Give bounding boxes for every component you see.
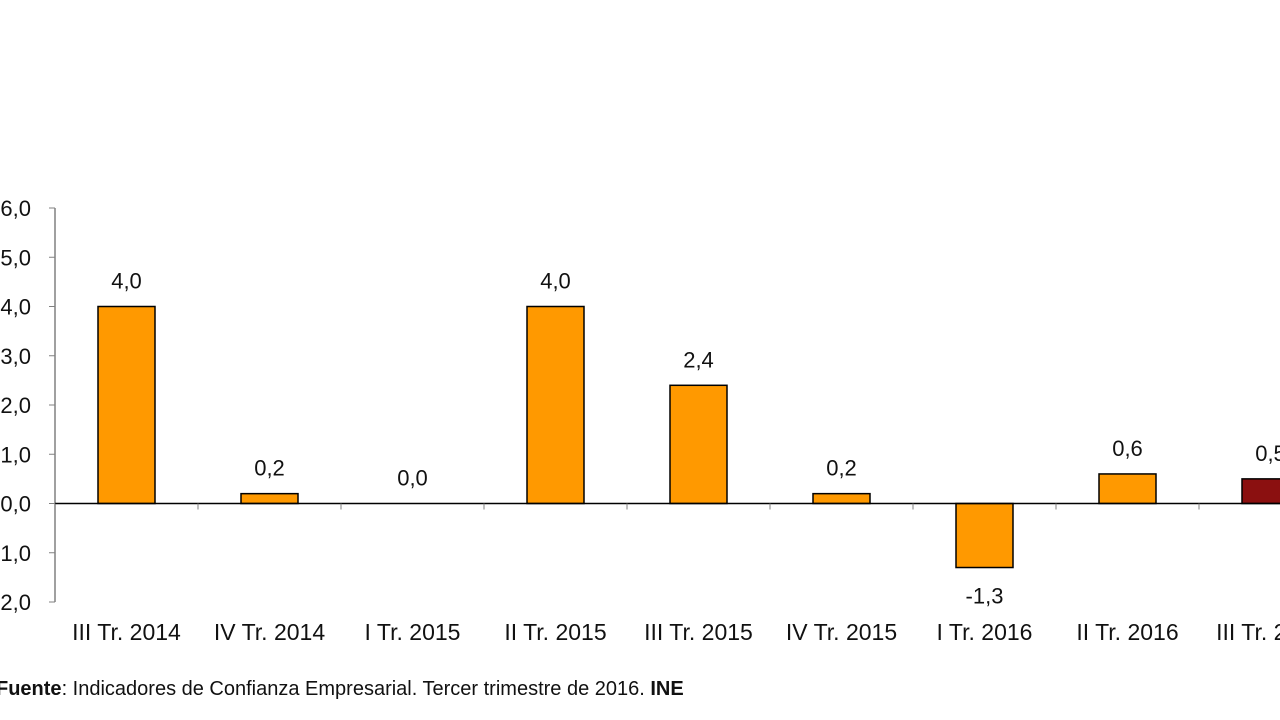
- source-note: Fuente: Indicadores de Confianza Empresa…: [0, 678, 684, 701]
- y-tick-label: 2,0: [0, 393, 31, 418]
- bar: [812, 492, 871, 505]
- bar: [1241, 478, 1280, 505]
- data-label: 0,5: [1255, 441, 1280, 466]
- y-tick-label: -1,0: [0, 541, 31, 566]
- x-tick-label: I Tr. 2015: [365, 619, 461, 645]
- bar: [669, 384, 728, 505]
- data-label: 0,2: [826, 456, 857, 481]
- bar: [97, 305, 156, 505]
- source-prefix: Fuente: [0, 678, 62, 700]
- x-tick-label: II Tr. 2015: [504, 619, 606, 645]
- data-labels: 4,0 0,2 0,0 4,0 2,4 0,2 -1,3 0,6 0,5: [111, 269, 1280, 609]
- y-tick-label: 3,0: [0, 344, 31, 369]
- x-tick-label: IV Tr. 2015: [786, 619, 897, 645]
- y-tick-label: 4,0: [0, 295, 31, 320]
- data-label: 4,0: [111, 269, 142, 294]
- bar: [1098, 473, 1157, 505]
- data-label: 2,4: [683, 347, 714, 372]
- data-label: 0,0: [397, 466, 428, 491]
- y-axis: 6,0 5,0 4,0 3,0 2,0 1,0 0,0 -1,0 -2,0: [0, 196, 55, 615]
- x-tick-label: III Tr. 2014: [72, 619, 181, 645]
- x-tick-label: I Tr. 2016: [937, 619, 1033, 645]
- x-tick-label: IV Tr. 2014: [214, 619, 325, 645]
- bar: [955, 502, 1014, 569]
- bar: [526, 305, 585, 505]
- source-org: INE: [650, 678, 684, 700]
- data-label: -1,3: [966, 584, 1004, 609]
- bars: [97, 305, 1280, 569]
- y-tick-label: 5,0: [0, 245, 31, 270]
- y-tick-label: 0,0: [0, 492, 31, 517]
- data-label: 4,0: [540, 269, 571, 294]
- data-label: 0,6: [1112, 436, 1143, 461]
- axes: [54, 208, 1280, 602]
- y-tick-label: 6,0: [0, 196, 31, 221]
- source-text: : Indicadores de Confianza Empresarial. …: [61, 678, 651, 700]
- x-tick-label: III Tr. 2016: [1216, 619, 1280, 645]
- x-tick-label: II Tr. 2016: [1076, 619, 1178, 645]
- y-tick-label: 1,0: [0, 442, 31, 467]
- x-axis-labels: III Tr. 2014 IV Tr. 2014 I Tr. 2015 II Tr. …: [72, 619, 1280, 645]
- x-tick-label: III Tr. 2015: [644, 619, 753, 645]
- y-tick-label: -2,0: [0, 590, 31, 615]
- bar: [240, 492, 299, 505]
- data-label: 0,2: [254, 456, 285, 481]
